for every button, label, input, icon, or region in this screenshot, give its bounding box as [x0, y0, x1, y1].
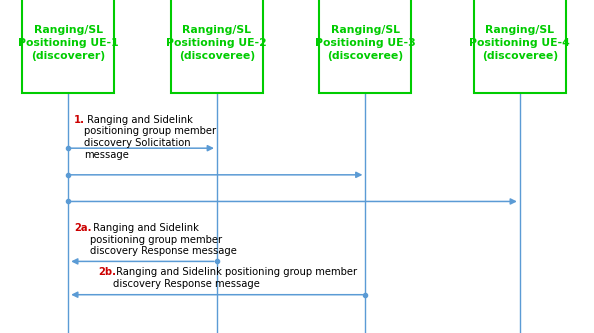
Text: Ranging/SL
Positioning UE-3
(discoveree): Ranging/SL Positioning UE-3 (discoveree)	[315, 25, 416, 62]
Text: Ranging and Sidelink
positioning group member
discovery Response message: Ranging and Sidelink positioning group m…	[90, 223, 236, 256]
FancyBboxPatch shape	[23, 0, 114, 93]
Text: Ranging/SL
Positioning UE-1
(discoverer): Ranging/SL Positioning UE-1 (discoverer)	[18, 25, 119, 62]
Text: Ranging/SL
Positioning UE-4
(discoveree): Ranging/SL Positioning UE-4 (discoveree)	[469, 25, 570, 62]
Text: Ranging and Sidelink
positioning group member
discovery Solicitation
message: Ranging and Sidelink positioning group m…	[84, 115, 217, 160]
Text: Ranging and Sidelink positioning group member
discovery Response message: Ranging and Sidelink positioning group m…	[113, 267, 358, 289]
Text: 1.: 1.	[74, 115, 86, 125]
FancyBboxPatch shape	[473, 0, 565, 93]
Text: 2a.: 2a.	[74, 223, 91, 233]
Text: Ranging/SL
Positioning UE-2
(discoveree): Ranging/SL Positioning UE-2 (discoveree)	[166, 25, 267, 62]
FancyBboxPatch shape	[320, 0, 411, 93]
FancyBboxPatch shape	[170, 0, 263, 93]
Text: 2b.: 2b.	[98, 267, 116, 277]
